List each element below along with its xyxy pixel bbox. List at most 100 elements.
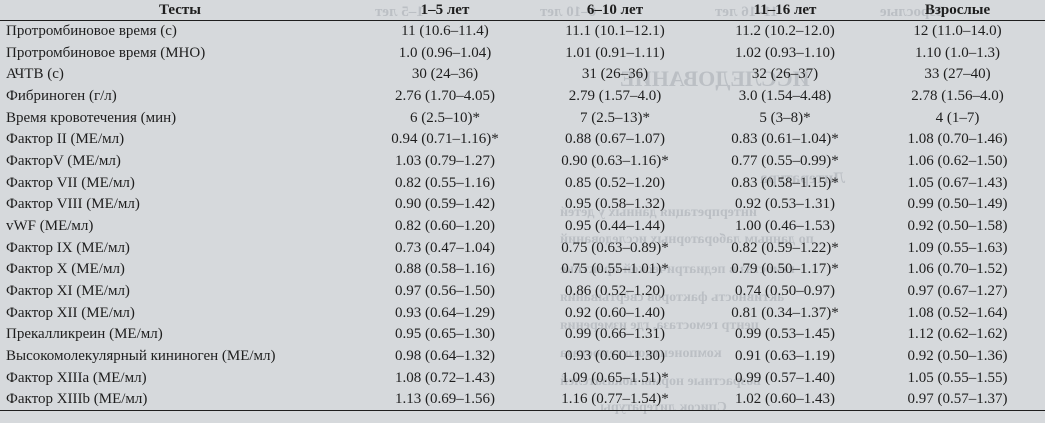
reference-values-table: Тесты 1–5 лет 6–10 лет 11–16 лет Взрослы… bbox=[0, 0, 1045, 411]
test-name: Фактор XIIIb (МЕ/мл) bbox=[0, 388, 360, 411]
value-cell: 12 (11.0–14.0) bbox=[913, 23, 1002, 40]
table-row: Фактор II (МЕ/мл) 0.94 (0.71–1.16)* 0.88… bbox=[0, 128, 1045, 150]
value-cell: 1.06 (0.70–1.52) bbox=[907, 261, 1008, 278]
test-name: ФакторV (МЕ/мл) bbox=[6, 152, 121, 169]
test-name: Фактор VII (МЕ/мл) bbox=[6, 174, 135, 191]
value-cell: 1.10 (1.0–1.3) bbox=[915, 44, 1000, 61]
value-cell: 1.08 (0.72–1.43) bbox=[395, 369, 495, 386]
test-name: Фактор VIII (МЕ/мл) bbox=[6, 196, 140, 213]
value-cell: 1.09 (0.55–1.63) bbox=[907, 239, 1008, 256]
test-name: Протромбиновое время (с) bbox=[6, 23, 177, 40]
table-row: Высокомолекулярный кининоген (МЕ/мл) 0.9… bbox=[0, 345, 1045, 367]
value-cell: 1.09 (0.65–1.51)* bbox=[561, 369, 669, 386]
value-cell: 0.82 (0.59–1.22)* bbox=[731, 239, 839, 256]
header-age-6-10: 6–10 лет bbox=[530, 0, 700, 21]
value-cell: 0.99 (0.66–1.31) bbox=[565, 326, 665, 343]
value-cell: 0.82 (0.60–1.20) bbox=[395, 218, 495, 235]
test-name: vWF (МЕ/мл) bbox=[6, 218, 94, 235]
table-row: Прекалликреин (МЕ/мл) 0.95 (0.65–1.30) 0… bbox=[0, 324, 1045, 346]
value-cell: 1.00 (0.46–1.53) bbox=[735, 218, 835, 235]
value-cell: 0.82 (0.55–1.16) bbox=[395, 174, 495, 191]
value-cell: 0.90 (0.63–1.16)* bbox=[561, 152, 669, 169]
test-name: Фибриноген (г/л) bbox=[6, 87, 117, 104]
table-row: Фактор XII (МЕ/мл) 0.93 (0.64–1.29) 0.92… bbox=[0, 302, 1045, 324]
value-cell: 0.99 (0.50–1.49) bbox=[907, 196, 1008, 213]
value-cell: 1.06 (0.62–1.50) bbox=[907, 152, 1008, 169]
value-cell: 31 (26–36) bbox=[581, 66, 649, 83]
value-cell: 2.76 (1.70–4.05) bbox=[395, 87, 495, 104]
value-cell: 0.75 (0.63–0.89)* bbox=[561, 239, 669, 256]
table-row: Фактор XI (МЕ/мл) 0.97 (0.56–1.50) 0.86 … bbox=[0, 280, 1045, 302]
header-age-1-5: 1–5 лет bbox=[360, 0, 530, 21]
value-cell: 0.95 (0.44–1.44) bbox=[565, 218, 665, 235]
value-cell: 1.02 (0.60–1.43) bbox=[700, 388, 870, 411]
value-cell: 6 (2.5–10)* bbox=[410, 109, 480, 126]
table-row: АЧТВ (с) 30 (24–36) 31 (26–36) 32 (26–37… bbox=[0, 63, 1045, 85]
table-row: Протромбиновое время (МНО) 1.0 (0.96–1.0… bbox=[0, 42, 1045, 64]
value-cell: 0.83 (0.58–1.15)* bbox=[731, 174, 839, 191]
value-cell: 0.95 (0.58–1.32) bbox=[565, 196, 665, 213]
test-name: Высокомолекулярный кининоген (МЕ/мл) bbox=[6, 348, 276, 365]
test-name: АЧТВ (с) bbox=[6, 66, 64, 83]
value-cell: 11.2 (10.2–12.0) bbox=[735, 23, 835, 40]
value-cell: 2.79 (1.57–4.0) bbox=[568, 87, 662, 104]
value-cell: 0.92 (0.50–1.36) bbox=[907, 348, 1008, 365]
value-cell: 1.12 (0.62–1.62) bbox=[907, 326, 1008, 343]
table-row: Протромбиновое время (с) 11 (10.6–11.4) … bbox=[0, 20, 1045, 42]
value-cell: 0.92 (0.60–1.40) bbox=[565, 304, 665, 321]
value-cell: 3.0 (1.54–4.48) bbox=[738, 87, 832, 104]
value-cell: 11 (10.6–11.4) bbox=[401, 23, 489, 40]
value-cell: 1.03 (0.79–1.27) bbox=[395, 152, 495, 169]
value-cell: 0.79 (0.50–1.17)* bbox=[731, 261, 839, 278]
test-name: Фактор IX (МЕ/мл) bbox=[6, 239, 130, 256]
value-cell: 0.77 (0.55–0.99)* bbox=[731, 152, 839, 169]
value-cell: 0.98 (0.64–1.32) bbox=[395, 348, 495, 365]
table-row: Фактор XIIIa (МЕ/мл) 1.08 (0.72–1.43) 1.… bbox=[0, 367, 1045, 389]
value-cell: 0.92 (0.53–1.31) bbox=[735, 196, 835, 213]
value-cell: 1.05 (0.55–1.55) bbox=[907, 369, 1008, 386]
value-cell: 0.85 (0.52–1.20) bbox=[565, 174, 665, 191]
header-adults: Взрослые bbox=[870, 0, 1045, 21]
test-name: Фактор XIIIa (МЕ/мл) bbox=[6, 369, 147, 386]
value-cell: 0.95 (0.65–1.30) bbox=[395, 326, 495, 343]
value-cell: 1.0 (0.96–1.04) bbox=[398, 44, 492, 61]
table-row: Фактор VII (МЕ/мл) 0.82 (0.55–1.16) 0.85… bbox=[0, 172, 1045, 194]
value-cell: 1.05 (0.67–1.43) bbox=[907, 174, 1008, 191]
value-cell: 0.94 (0.71–1.16)* bbox=[391, 131, 499, 148]
table-row: vWF (МЕ/мл) 0.82 (0.60–1.20) 0.95 (0.44–… bbox=[0, 215, 1045, 237]
value-cell: 33 (27–40) bbox=[924, 66, 991, 83]
value-cell: 0.81 (0.34–1.37)* bbox=[731, 304, 839, 321]
value-cell: 5 (3–8)* bbox=[759, 109, 811, 126]
value-cell: 0.74 (0.50–0.97) bbox=[735, 283, 835, 300]
test-name: Фактор XII (МЕ/мл) bbox=[6, 304, 135, 321]
table-row: Фактор XIIIb (МЕ/мл) 1.13 (0.69–1.56) 1.… bbox=[0, 388, 1045, 411]
value-cell: 1.01 (0.91–1.11) bbox=[565, 44, 665, 61]
value-cell: 2.78 (1.56–4.0) bbox=[911, 87, 1004, 104]
value-cell: 0.93 (0.60–1.30) bbox=[565, 348, 665, 365]
value-cell: 0.88 (0.67–1.07) bbox=[565, 131, 665, 148]
value-cell: 7 (2.5–13)* bbox=[580, 109, 650, 126]
value-cell: 0.90 (0.59–1.42) bbox=[395, 196, 495, 213]
table-row: Фибриноген (г/л) 2.76 (1.70–4.05) 2.79 (… bbox=[0, 85, 1045, 107]
table-row: Фактор IX (МЕ/мл) 0.73 (0.47–1.04) 0.75 … bbox=[0, 237, 1045, 259]
test-name: Фактор II (МЕ/мл) bbox=[6, 131, 125, 148]
table-row: Фактор VIII (МЕ/мл) 0.90 (0.59–1.42) 0.9… bbox=[0, 194, 1045, 216]
table-row: ФакторV (МЕ/мл) 1.03 (0.79–1.27) 0.90 (0… bbox=[0, 150, 1045, 172]
table-row: Фактор X (МЕ/мл) 0.88 (0.58–1.16) 0.75 (… bbox=[0, 259, 1045, 281]
value-cell: 1.08 (0.70–1.46) bbox=[907, 131, 1008, 148]
value-cell: 0.91 (0.63–1.19) bbox=[735, 348, 835, 365]
table-header-row: Тесты 1–5 лет 6–10 лет 11–16 лет Взрослы… bbox=[0, 0, 1045, 21]
value-cell: 32 (26–37) bbox=[751, 66, 819, 83]
test-name: Фактор XI (МЕ/мл) bbox=[6, 283, 130, 300]
test-name: Фактор X (МЕ/мл) bbox=[6, 261, 125, 278]
value-cell: 0.99 (0.53–1.45) bbox=[735, 326, 835, 343]
header-tests: Тесты bbox=[0, 0, 360, 21]
value-cell: 0.83 (0.61–1.04)* bbox=[731, 131, 839, 148]
test-name: Время кровотечения (мин) bbox=[6, 109, 177, 126]
value-cell: 1.16 (0.77–1.54)* bbox=[530, 388, 700, 411]
value-cell: 0.97 (0.56–1.50) bbox=[395, 283, 495, 300]
value-cell: 0.93 (0.64–1.29) bbox=[395, 304, 495, 321]
value-cell: 0.88 (0.58–1.16) bbox=[395, 261, 495, 278]
header-age-11-16: 11–16 лет bbox=[700, 0, 870, 21]
value-cell: 1.08 (0.52–1.64) bbox=[907, 304, 1008, 321]
